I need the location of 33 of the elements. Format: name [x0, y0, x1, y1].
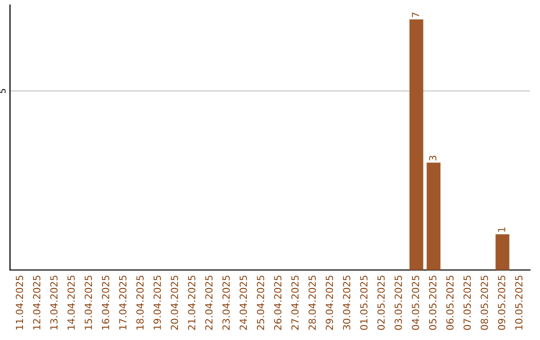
x-tick-label: 23.04.2025 — [222, 276, 230, 330]
x-tick-label: 22.04.2025 — [205, 276, 213, 330]
data-label: 7 — [412, 12, 420, 18]
data-label: 3 — [429, 156, 436, 160]
x-tick-label: 27.04.2025 — [291, 276, 299, 330]
x-tick-label: 25.04.2025 — [256, 276, 264, 330]
x-tick-label: 26.04.2025 — [274, 276, 282, 330]
x-tick-label: 11.04.2025 — [16, 276, 24, 330]
data-label: 1 — [498, 228, 506, 232]
x-tick-label: 03.05.2025 — [394, 276, 402, 330]
x-tick-label: 08.05.2025 — [480, 276, 488, 330]
x-tick-label: 29.04.2025 — [326, 276, 334, 330]
x-tick-label: 05.05.2025 — [429, 276, 436, 330]
x-tick-label: 24.04.2025 — [240, 276, 247, 330]
x-tick-label: 09.05.2025 — [498, 276, 506, 330]
x-tick-label: 06.05.2025 — [446, 276, 454, 330]
x-tick-label: 15.04.2025 — [84, 276, 92, 330]
x-tick-label: 14.04.2025 — [67, 276, 75, 330]
x-tick-label: 21.04.2025 — [188, 276, 196, 330]
x-tick-label: 04.05.2025 — [412, 276, 420, 330]
x-tick-label: 19.04.2025 — [154, 276, 161, 330]
x-tick-label: 07.05.2025 — [463, 276, 471, 330]
x-tick-label: 28.04.2025 — [308, 276, 316, 330]
x-tick-label: 13.04.2025 — [50, 276, 58, 330]
x-tick-label: 20.04.2025 — [170, 276, 178, 330]
x-tick-label: 17.04.2025 — [119, 276, 126, 330]
x-tick-label: 16.04.2025 — [102, 276, 110, 330]
x-tick-label: 02.05.2025 — [377, 276, 385, 330]
x-tick-label: 18.04.2025 — [136, 276, 144, 330]
x-tick-label: 30.04.2025 — [342, 276, 350, 330]
x-tick-label: 10.05.2025 — [515, 276, 522, 330]
x-tick-label: 12.04.2025 — [33, 276, 40, 330]
x-tick-label: 01.05.2025 — [360, 276, 368, 330]
